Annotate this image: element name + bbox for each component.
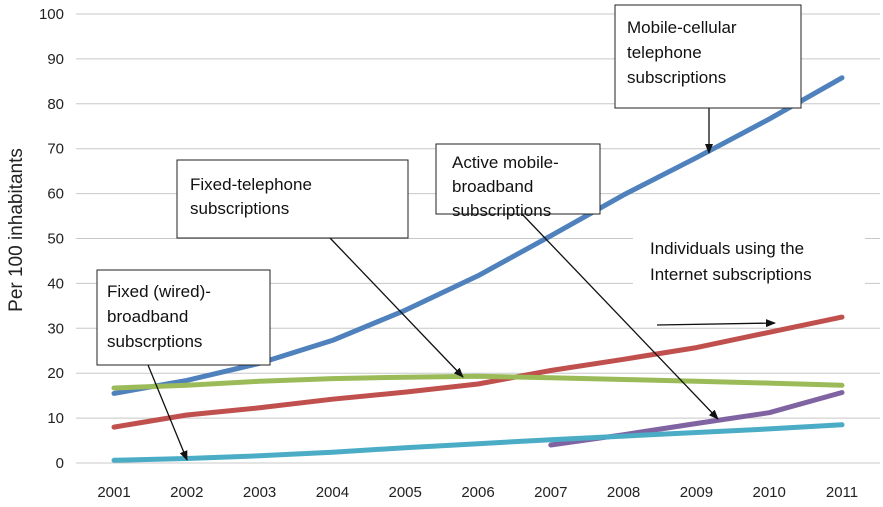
annotation-box — [96, 269, 271, 366]
annotations: Mobile-cellulartelephonesubscriptionsAct… — [96, 4, 865, 366]
x-tick-label: 2011 — [826, 484, 858, 501]
annotation-mobile_bb: Active mobile-broadband subscriptions — [435, 143, 601, 220]
series-line-internet — [111, 314, 845, 430]
annotation-box — [176, 159, 409, 239]
annotation-text: telephone — [627, 43, 702, 62]
annotation-text: Active mobile- — [452, 153, 559, 172]
annotation-box — [435, 143, 601, 215]
y-tick-label: 30 — [47, 320, 64, 337]
annotation-text: Mobile-cellular — [627, 18, 737, 37]
x-tick-label: 2010 — [753, 484, 786, 501]
x-tick-label: 2005 — [389, 484, 422, 501]
y-tick-label: 90 — [47, 51, 64, 68]
y-tick-label: 60 — [47, 186, 64, 203]
annotation-arrow-fixed_tel — [329, 237, 464, 378]
x-tick-label: 2009 — [680, 484, 713, 501]
series-line-fixed_tel — [111, 373, 845, 391]
x-tick-label: 2004 — [316, 484, 349, 501]
y-tick-label: 70 — [47, 141, 64, 158]
annotation-arrow-fixed_bb — [147, 364, 188, 461]
y-tick-label: 0 — [56, 455, 64, 472]
y-tick-label: 10 — [47, 410, 64, 427]
annotation-text: Fixed (wired)- — [107, 282, 211, 301]
annotation-text: broadband — [452, 177, 533, 196]
y-tick-label: 50 — [47, 231, 64, 248]
axes: Per 100 inhabitants 0 10 20 30 40 50 60 70 80 90 1… — [6, 6, 858, 501]
x-tick-label: 2006 — [461, 484, 494, 501]
series-line-fixed_bb — [111, 422, 845, 463]
y-tick-label: 20 — [47, 365, 64, 382]
annotation-arrows — [147, 108, 776, 461]
y-tick-label: 40 — [47, 275, 64, 292]
y-tick-label: 100 — [39, 6, 64, 23]
annotation-fixed_bb: Fixed (wired)- broadband subscrptions — [96, 269, 271, 366]
annotation-arrow-internet — [656, 319, 776, 328]
annotation-fixed_tel: Fixed-telephone subscriptions — [176, 159, 409, 239]
annotation-text: broadband — [107, 307, 188, 326]
annotation-arrow-mobile_bb — [521, 213, 719, 420]
y-tick-label: 80 — [47, 96, 64, 113]
x-tick-label: 2007 — [534, 484, 567, 501]
annotation-text: Internet subscriptions — [650, 265, 812, 284]
series-lines — [111, 75, 845, 463]
annotation-text: subscriptions — [627, 68, 726, 87]
annotation-box — [614, 4, 802, 109]
x-tick-label: 2002 — [170, 484, 203, 501]
annotation-text: subscrptions — [107, 332, 202, 351]
annotation-text: subscriptions — [452, 201, 551, 220]
x-tick-label: 2008 — [607, 484, 640, 501]
annotation-text: subscriptions — [190, 199, 289, 218]
annotation-box — [633, 228, 865, 294]
x-tick-label: 2001 — [97, 484, 130, 501]
y-axis-label: Per 100 inhabitants — [6, 148, 27, 312]
series-line-mobile — [111, 75, 845, 396]
annotation-internet: Individuals using the Internet subscripti… — [633, 228, 865, 294]
annotation-text: Fixed-telephone — [190, 175, 312, 194]
x-tick-label: 2003 — [243, 484, 276, 501]
annotation-mobile: Mobile-cellular telephone subscriptions — [614, 4, 802, 109]
annotation-text: Individuals using the — [650, 239, 804, 258]
